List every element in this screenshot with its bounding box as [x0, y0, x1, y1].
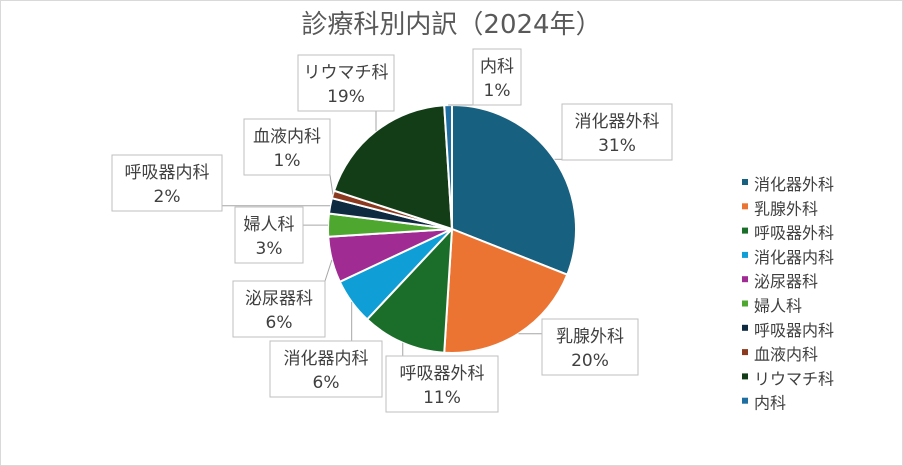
data-label-percent: 2%	[154, 187, 181, 207]
legend-marker	[742, 300, 748, 307]
data-label-box	[111, 154, 223, 212]
data-label-category: 消化器内科	[284, 349, 369, 369]
data-label-category: 消化器外科	[575, 112, 660, 132]
data-label-percent: 1%	[484, 81, 511, 101]
legend-marker	[742, 251, 748, 258]
legend-marker	[742, 276, 748, 283]
data-label-category: リウマチ科	[304, 63, 389, 83]
data-label-category: 内科	[480, 57, 514, 77]
legend-marker	[742, 203, 748, 210]
leader-line	[324, 259, 333, 282]
data-label-percent: 6%	[266, 313, 293, 333]
data-label-box	[472, 48, 522, 106]
data-label-percent: 19%	[327, 87, 365, 107]
data-label-percent: 20%	[571, 351, 609, 371]
legend-entry: 呼吸器外科	[754, 224, 834, 243]
legend-entry: 呼吸器内科	[754, 321, 834, 340]
data-label-box	[232, 280, 326, 338]
data-label-box	[297, 54, 395, 112]
data-label-category: 泌尿器科	[245, 289, 313, 309]
slice-1	[451, 103, 577, 276]
data-label-box	[561, 103, 673, 161]
legend-marker	[742, 324, 748, 331]
legend-entry: 婦人科	[754, 297, 802, 316]
legend-entry: 内科	[754, 394, 786, 413]
legend-marker	[742, 373, 748, 380]
slice-9	[332, 104, 454, 231]
data-label-category: 呼吸器外科	[400, 364, 485, 384]
data-label-box	[541, 318, 639, 376]
legend-marker	[742, 179, 748, 185]
chart-title: 診療科別内訳（2024年）	[301, 10, 602, 40]
data-label-percent: 3%	[256, 239, 283, 259]
data-label-box	[269, 340, 383, 398]
data-label-category: 血液内科	[253, 127, 321, 147]
legend-entry: 乳腺外科	[754, 199, 818, 218]
leader-line	[329, 174, 334, 195]
legend-entry: 泌尿器科	[754, 272, 818, 291]
slice-2	[443, 227, 569, 354]
legend-entry: 消化器外科	[754, 175, 834, 194]
legend-entry: 消化器内科	[754, 248, 834, 267]
data-label-box	[385, 355, 499, 413]
data-label-category: 呼吸器内科	[125, 163, 210, 183]
data-label-category: 乳腺外科	[556, 327, 624, 347]
data-label-percent: 11%	[423, 388, 461, 408]
slice-3	[365, 226, 454, 354]
legend-entry: 血液内科	[754, 345, 818, 364]
data-label-category: 婦人科	[244, 215, 295, 235]
legend-marker	[742, 349, 748, 356]
data-label-percent: 1%	[274, 151, 301, 171]
legend-marker	[742, 227, 748, 234]
data-label-percent: 6%	[313, 373, 340, 393]
legend-marker	[742, 397, 748, 404]
data-label-box	[243, 118, 331, 176]
data-label-box	[234, 206, 304, 264]
legend-entry: リウマチ科	[754, 369, 834, 388]
data-label-percent: 31%	[598, 136, 636, 156]
